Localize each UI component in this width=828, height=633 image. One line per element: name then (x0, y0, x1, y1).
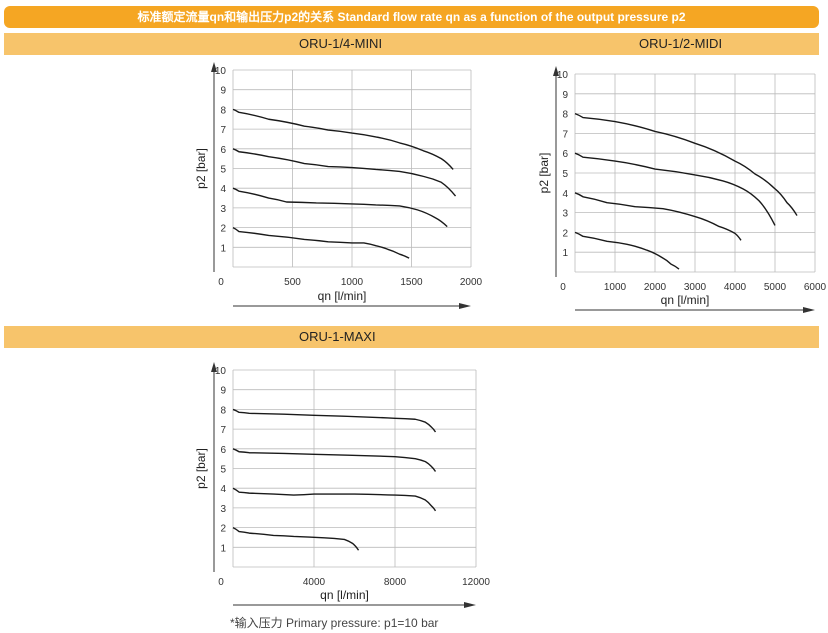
x-tick-label: 6000 (804, 282, 827, 293)
x-tick-label: 500 (284, 277, 301, 288)
x-axis-label: qn [l/min] (320, 588, 369, 602)
x-tick-label: 4000 (303, 577, 326, 588)
y-tick-label: 6 (220, 445, 226, 456)
y-axis-arrow (553, 66, 559, 76)
y-tick-label: 6 (220, 145, 226, 156)
section-bar-maxi: ORU-1-MAXI (4, 326, 819, 348)
y-tick-label: 3 (220, 204, 226, 215)
y-tick-label: 5 (220, 465, 226, 476)
y-tick-label: 5 (562, 169, 568, 180)
y-axis-arrow (211, 362, 217, 372)
title-bar: 标准额定流量qn和输出压力p2的关系 Standard flow rate qn… (4, 6, 819, 28)
x-tick-label: 4000 (724, 282, 747, 293)
x-axis-arrow (464, 602, 476, 608)
y-tick-label: 7 (220, 425, 226, 436)
x-axis-label: qn [l/min] (661, 293, 710, 307)
x-tick-label: 1000 (604, 282, 627, 293)
y-tick-label: 8 (220, 405, 226, 416)
x-tick-label: 1000 (341, 277, 364, 288)
y-tick-label: 9 (220, 386, 226, 397)
y-tick-label: 8 (562, 110, 568, 121)
x-axis-arrow (459, 303, 471, 309)
y-tick-label: 5 (220, 165, 226, 176)
midi-section-label: ORU-1/2-MIDI (639, 36, 723, 51)
y-axis-label: p2 [bar] (194, 148, 208, 189)
series-line (232, 526, 360, 551)
x-tick-label: 12000 (462, 577, 490, 588)
y-tick-label: 6 (562, 149, 568, 160)
section-bar-top: ORU-1/4-MINI ORU-1/2-MIDI (4, 33, 819, 55)
series-line (574, 231, 680, 270)
x-tick-label: 2000 (460, 277, 483, 288)
x-tick-label: 8000 (384, 577, 407, 588)
mini-section-label: ORU-1/4-MINI (299, 36, 383, 51)
x-tick-label: 1500 (400, 277, 423, 288)
x-tick-label: 0 (218, 577, 224, 588)
y-tick-label: 9 (562, 90, 568, 101)
series-line (232, 187, 448, 228)
y-tick-label: 7 (562, 129, 568, 140)
footnote: *输入压力 Primary pressure: p1=10 bar (230, 616, 439, 630)
y-tick-label: 10 (215, 366, 227, 377)
series-line (574, 192, 742, 241)
series-line (574, 152, 776, 226)
y-tick-label: 9 (220, 86, 226, 97)
y-tick-label: 10 (215, 66, 227, 77)
series-line (232, 408, 437, 433)
y-tick-label: 1 (220, 243, 226, 254)
page-title: 标准额定流量qn和输出压力p2的关系 Standard flow rate qn… (137, 10, 686, 24)
x-tick-label: 0 (218, 277, 224, 288)
y-axis-label: p2 [bar] (537, 153, 551, 194)
x-axis-arrow (803, 307, 815, 313)
x-tick-label: 3000 (684, 282, 707, 293)
y-tick-label: 8 (220, 105, 226, 116)
y-tick-label: 4 (562, 189, 568, 200)
series-line (574, 112, 798, 216)
y-tick-label: 1 (562, 248, 568, 259)
series-line (232, 148, 457, 197)
x-tick-label: 0 (560, 282, 566, 293)
series-line (232, 226, 410, 259)
y-axis-arrow (211, 62, 217, 72)
y-tick-label: 2 (562, 228, 568, 239)
y-tick-label: 7 (220, 125, 226, 136)
y-axis-label: p2 [bar] (194, 448, 208, 489)
y-tick-label: 10 (557, 70, 569, 81)
series-line (232, 448, 437, 472)
x-tick-label: 5000 (764, 282, 787, 293)
y-tick-label: 2 (220, 224, 226, 235)
y-tick-label: 4 (220, 184, 226, 195)
y-tick-label: 2 (220, 524, 226, 535)
x-tick-label: 2000 (644, 282, 667, 293)
series-line (232, 108, 454, 170)
maxi-section-label: ORU-1-MAXI (299, 329, 376, 344)
y-tick-label: 3 (562, 209, 568, 220)
x-axis-label: qn [l/min] (318, 289, 367, 303)
y-tick-label: 1 (220, 543, 226, 554)
series-line (232, 487, 437, 512)
y-tick-label: 3 (220, 504, 226, 515)
y-tick-label: 4 (220, 484, 226, 495)
